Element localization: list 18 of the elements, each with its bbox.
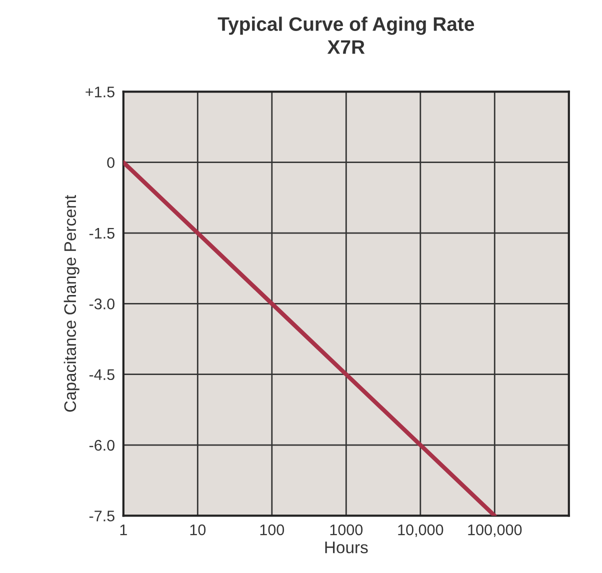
- y-axis-title: Capacitance Change Percent: [64, 194, 80, 412]
- y-tick-label: 0: [107, 157, 114, 168]
- chart-subtitle: X7R: [327, 40, 365, 54]
- y-tick-label: +1.5: [86, 86, 114, 98]
- y-tick-label: -6.0: [89, 440, 114, 451]
- x-tick-label: 10,000: [398, 524, 444, 538]
- chart-title: Typical Curve of Aging Rate: [218, 16, 474, 35]
- line-series: [123, 160, 497, 516]
- x-tick-label: 10: [190, 524, 206, 536]
- y-tick-label: -4.5: [89, 369, 114, 380]
- y-tick-label: -7.5: [89, 510, 114, 522]
- y-tick-label: -3.0: [89, 298, 114, 310]
- x-tick-label: 1000: [330, 524, 363, 536]
- y-tick-label: -1.5: [89, 228, 114, 239]
- x-tick-label: 100,000: [468, 524, 522, 538]
- x-tick-label: 1: [120, 524, 127, 536]
- x-tick-label: 100: [260, 524, 284, 536]
- x-axis-title: Hours: [325, 542, 368, 554]
